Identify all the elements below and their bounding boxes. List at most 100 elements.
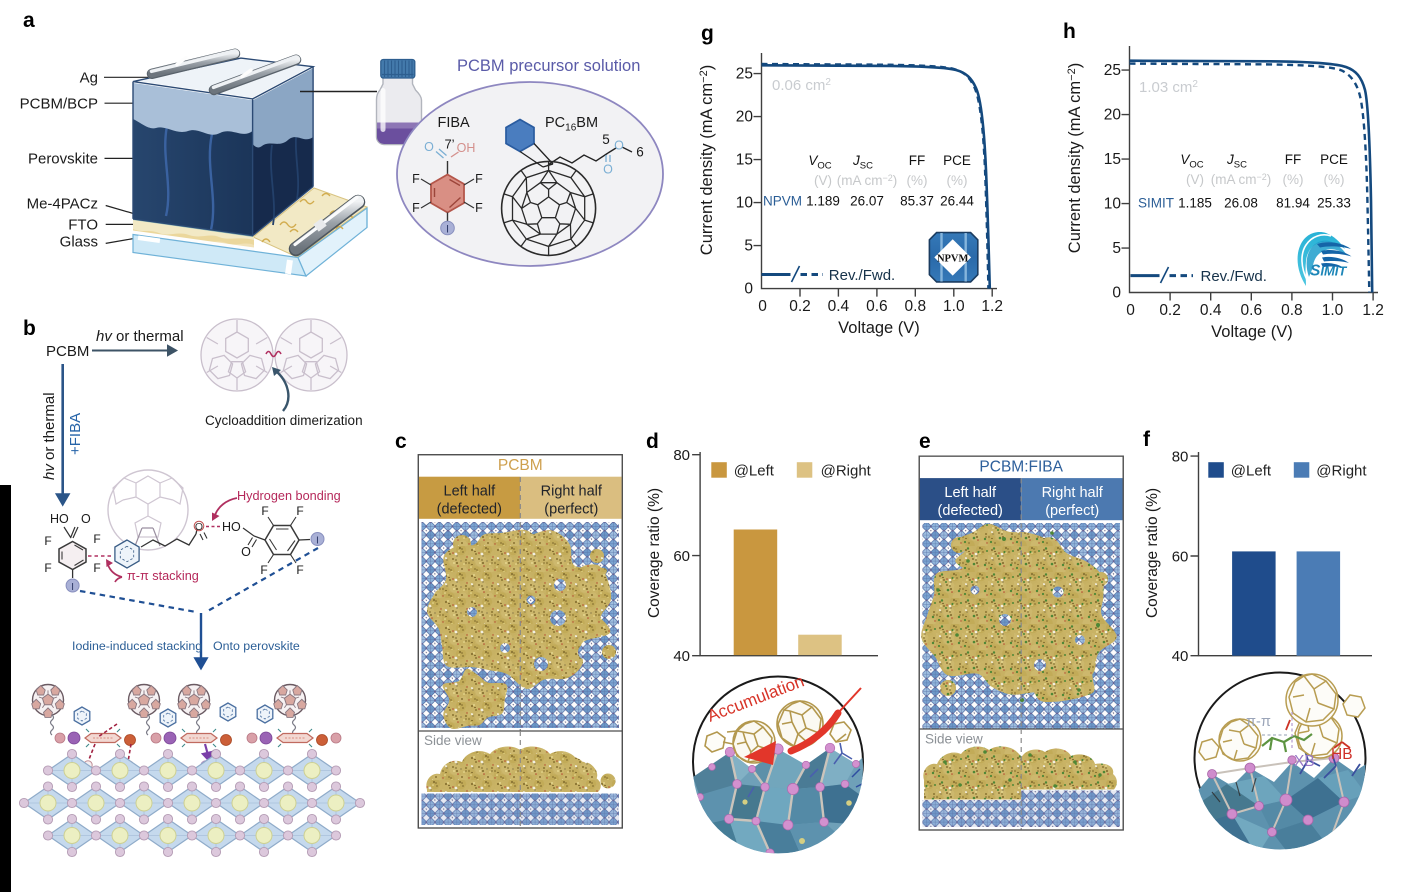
svg-text:π-π stacking: π-π stacking xyxy=(127,569,199,583)
svg-text:5: 5 xyxy=(744,238,753,255)
svg-text:0.2: 0.2 xyxy=(1159,302,1181,319)
svg-text:NPVM: NPVM xyxy=(763,194,802,209)
svg-text:F: F xyxy=(44,534,51,548)
svg-text:20: 20 xyxy=(1104,107,1122,124)
svg-text:hv or thermal: hv or thermal xyxy=(96,328,184,345)
svg-text:I: I xyxy=(71,581,74,593)
svg-text:Me-4PACz: Me-4PACz xyxy=(27,196,98,213)
svg-text:PCBM precursor solution: PCBM precursor solution xyxy=(457,57,640,75)
svg-text:@Left: @Left xyxy=(1231,462,1272,479)
svg-text:1.185: 1.185 xyxy=(1178,196,1212,211)
svg-text:F: F xyxy=(296,563,303,577)
svg-text:O: O xyxy=(195,521,203,533)
svg-text:(perfect): (perfect) xyxy=(1045,503,1099,519)
svg-text:F: F xyxy=(93,532,100,546)
svg-text:O: O xyxy=(81,512,91,526)
svg-text:F: F xyxy=(296,504,303,518)
svg-text:60: 60 xyxy=(1172,549,1189,566)
svg-text:20: 20 xyxy=(736,109,754,126)
svg-text:I: I xyxy=(446,223,449,235)
svg-text:HO: HO xyxy=(222,520,241,534)
svg-text:0.6: 0.6 xyxy=(866,298,888,315)
svg-text:O: O xyxy=(603,163,613,177)
svg-text:Left half: Left half xyxy=(444,484,497,500)
svg-text:Current density (mA cm−2): Current density (mA cm−2) xyxy=(1066,63,1084,253)
svg-text:15: 15 xyxy=(736,152,753,169)
svg-text:I: I xyxy=(316,534,319,546)
svg-text:Coverage ratio (%): Coverage ratio (%) xyxy=(646,488,663,618)
svg-text:0: 0 xyxy=(1126,302,1135,319)
svg-text:0: 0 xyxy=(1112,285,1121,302)
svg-text:NPVM: NPVM xyxy=(937,253,969,264)
svg-text:1.2: 1.2 xyxy=(1362,302,1384,319)
svg-text:0: 0 xyxy=(744,281,753,298)
svg-text:1.0: 1.0 xyxy=(943,298,965,315)
svg-text:26.08: 26.08 xyxy=(1224,196,1258,211)
svg-text:PCBM:FIBA: PCBM:FIBA xyxy=(979,459,1063,476)
svg-text:25.33: 25.33 xyxy=(1317,196,1351,211)
svg-text:81.94: 81.94 xyxy=(1276,196,1310,211)
svg-text:@Right: @Right xyxy=(821,462,872,479)
svg-text:5: 5 xyxy=(1112,240,1121,257)
svg-text:80: 80 xyxy=(1172,449,1189,466)
svg-text:40: 40 xyxy=(673,648,690,665)
svg-text:F: F xyxy=(475,201,483,215)
svg-text:FIBA: FIBA xyxy=(438,115,471,131)
svg-text:@Left: @Left xyxy=(734,462,775,479)
svg-text:0.8: 0.8 xyxy=(1281,302,1303,319)
svg-text:Rev./Fwd.: Rev./Fwd. xyxy=(1201,268,1267,285)
svg-text:HO: HO xyxy=(50,512,69,526)
svg-text:@Right: @Right xyxy=(1316,462,1367,479)
svg-text:(defected): (defected) xyxy=(437,502,502,518)
svg-text:PCE: PCE xyxy=(1320,152,1348,167)
svg-text:(V): (V) xyxy=(814,173,832,188)
svg-text:Perovskite: Perovskite xyxy=(28,150,98,167)
svg-text:85.37: 85.37 xyxy=(900,194,934,209)
svg-text:FTO: FTO xyxy=(68,216,98,233)
svg-text:PCBM: PCBM xyxy=(46,343,89,360)
svg-text:0.8: 0.8 xyxy=(905,298,927,315)
svg-text:25: 25 xyxy=(736,66,753,83)
svg-text:O: O xyxy=(241,545,251,559)
svg-text:π-π: π-π xyxy=(1246,714,1271,730)
svg-text:PCBM: PCBM xyxy=(498,457,543,474)
svg-text:F: F xyxy=(93,561,100,575)
svg-text:26.44: 26.44 xyxy=(940,194,974,209)
svg-text:OH: OH xyxy=(457,141,476,155)
svg-text:XB: XB xyxy=(1294,753,1315,770)
svg-text:Current density (mA cm−2): Current density (mA cm−2) xyxy=(698,65,716,255)
svg-text:10: 10 xyxy=(1104,196,1122,213)
svg-text:10: 10 xyxy=(736,195,754,212)
svg-text:(%): (%) xyxy=(947,173,968,188)
svg-text:(%): (%) xyxy=(907,173,928,188)
svg-text:7’: 7’ xyxy=(444,137,454,152)
svg-text:F: F xyxy=(412,172,420,186)
svg-text:1.189: 1.189 xyxy=(806,194,840,209)
svg-text:Onto perovskite: Onto perovskite xyxy=(213,639,300,653)
svg-text:F: F xyxy=(44,561,51,575)
svg-text:O: O xyxy=(614,139,624,153)
svg-text:F: F xyxy=(475,172,483,186)
svg-text:Right half: Right half xyxy=(541,484,603,500)
svg-text:PC16BM: PC16BM xyxy=(545,115,598,134)
svg-text:0.4: 0.4 xyxy=(1200,302,1222,319)
svg-text:0: 0 xyxy=(758,298,767,315)
svg-text:0.2: 0.2 xyxy=(789,298,811,315)
svg-text:(%): (%) xyxy=(1324,172,1345,187)
svg-text:F: F xyxy=(261,504,268,518)
svg-text:(V): (V) xyxy=(1186,172,1204,187)
svg-text:(mA cm−2): (mA cm−2) xyxy=(837,173,898,188)
svg-text:1.2: 1.2 xyxy=(981,298,1003,315)
svg-text:0.6: 0.6 xyxy=(1241,302,1263,319)
svg-text:FF: FF xyxy=(909,153,926,168)
svg-text:40: 40 xyxy=(1172,648,1189,665)
svg-text:0.06 cm2: 0.06 cm2 xyxy=(772,77,831,94)
svg-text:6: 6 xyxy=(636,145,644,160)
svg-text:SIMIT: SIMIT xyxy=(1310,263,1347,280)
svg-text:Ag: Ag xyxy=(80,69,98,86)
svg-text:1.0: 1.0 xyxy=(1322,302,1344,319)
svg-text:(defected): (defected) xyxy=(938,503,1003,519)
svg-text:F: F xyxy=(412,201,420,215)
svg-text:0.4: 0.4 xyxy=(828,298,850,315)
svg-text:Hydrogen bonding: Hydrogen bonding xyxy=(237,489,341,503)
